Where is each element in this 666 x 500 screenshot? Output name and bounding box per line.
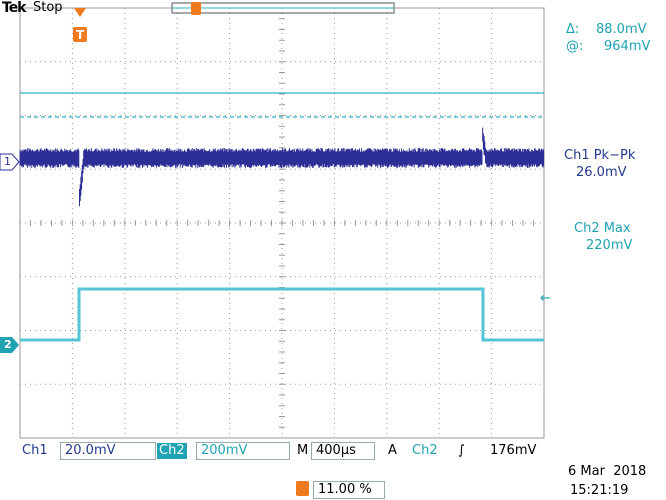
ch2-label: Ch2 (157, 443, 187, 459)
grid (19, 7, 545, 439)
ch2-label: 2 (4, 338, 12, 351)
measurement-value: 220mV (586, 238, 633, 253)
level-arrow: ← (540, 291, 551, 306)
ch2-scale: 200mV (196, 442, 290, 460)
trigger-arrow (74, 8, 86, 17)
measurement-value: 26.0mV (576, 165, 627, 180)
trigger-label: T (76, 28, 85, 42)
measurement-label: Ch1 Pk−Pk (564, 148, 636, 163)
ch1-scale: 20.0mV (60, 442, 156, 460)
trigger-marker (73, 27, 87, 42)
ch1-trace (19, 127, 545, 207)
position-marker (296, 481, 309, 496)
cursor-delta: 88.0mV (596, 22, 647, 37)
ch2-marker (0, 337, 19, 353)
brand: Tek (2, 0, 26, 16)
ch1-marker (0, 153, 20, 171)
time-scale: 400µs (311, 442, 375, 460)
trigger-position: 11.00 % (313, 481, 385, 499)
time: 15:21:19 (570, 483, 629, 498)
trigger-mode: A (388, 443, 397, 458)
ch1-label: 1 (4, 155, 11, 168)
time-label: M (297, 443, 309, 458)
measurement-label: Ch2 Max (574, 221, 631, 236)
trigger-source: Ch2 (412, 443, 438, 458)
trigger-level: 176mV (490, 443, 537, 458)
trigger-slope: ∫ (458, 443, 465, 458)
cursor-at-label: @: (566, 39, 584, 54)
cursor-at: 964mV (604, 39, 651, 54)
date: 6 Mar 2018 (568, 464, 647, 479)
status: Stop (33, 0, 63, 15)
record-trigger (191, 2, 201, 15)
ch2-trace (20, 287, 544, 342)
cursor-delta-label: Δ: (566, 22, 580, 37)
ch1-label: Ch1 (22, 443, 48, 458)
